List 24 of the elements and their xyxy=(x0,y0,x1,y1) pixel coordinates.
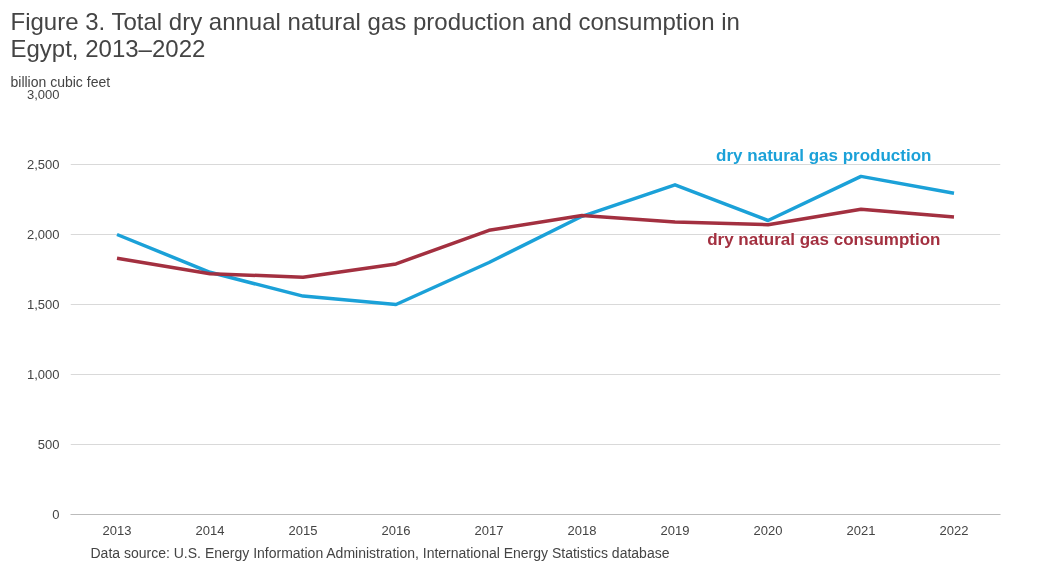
x-tick-label: 2017 xyxy=(474,522,504,538)
y-tick-label: 2,500 xyxy=(26,157,60,172)
line-series xyxy=(115,174,956,307)
x-tick-label: 2015 xyxy=(288,522,318,538)
y-tick-label: 0 xyxy=(52,507,60,522)
line-series xyxy=(115,207,956,279)
y-tick-label: 1,000 xyxy=(26,367,60,382)
y-tick-label: 2,000 xyxy=(26,227,60,242)
x-tick-label: 2020 xyxy=(753,522,783,538)
x-tick-label: 2014 xyxy=(195,522,225,538)
x-tick-label: 2021 xyxy=(846,522,876,538)
x-tick-label: 2013 xyxy=(102,522,132,538)
y-axis-title: billion cubic feet xyxy=(10,73,111,90)
y-tick-label: 3,000 xyxy=(26,87,60,102)
x-tick-label: 2019 xyxy=(660,522,690,538)
y-tick-label: 1,500 xyxy=(26,297,60,312)
x-tick-label: 2022 xyxy=(939,522,969,538)
x-tick-label: 2018 xyxy=(567,522,597,538)
series-label: dry natural gas consumption xyxy=(707,230,941,249)
chart-title: Figure 3. Total dry annual natural gas production and consumption in Egypt, 2013–2022 xyxy=(10,7,740,62)
x-tick-label: 2016 xyxy=(381,522,411,538)
y-tick-label: 500 xyxy=(37,437,60,452)
source-note: Data source: U.S. Energy Information Administration, International Energy Statistics database xyxy=(90,544,670,561)
series-label: dry natural gas production xyxy=(716,146,932,166)
